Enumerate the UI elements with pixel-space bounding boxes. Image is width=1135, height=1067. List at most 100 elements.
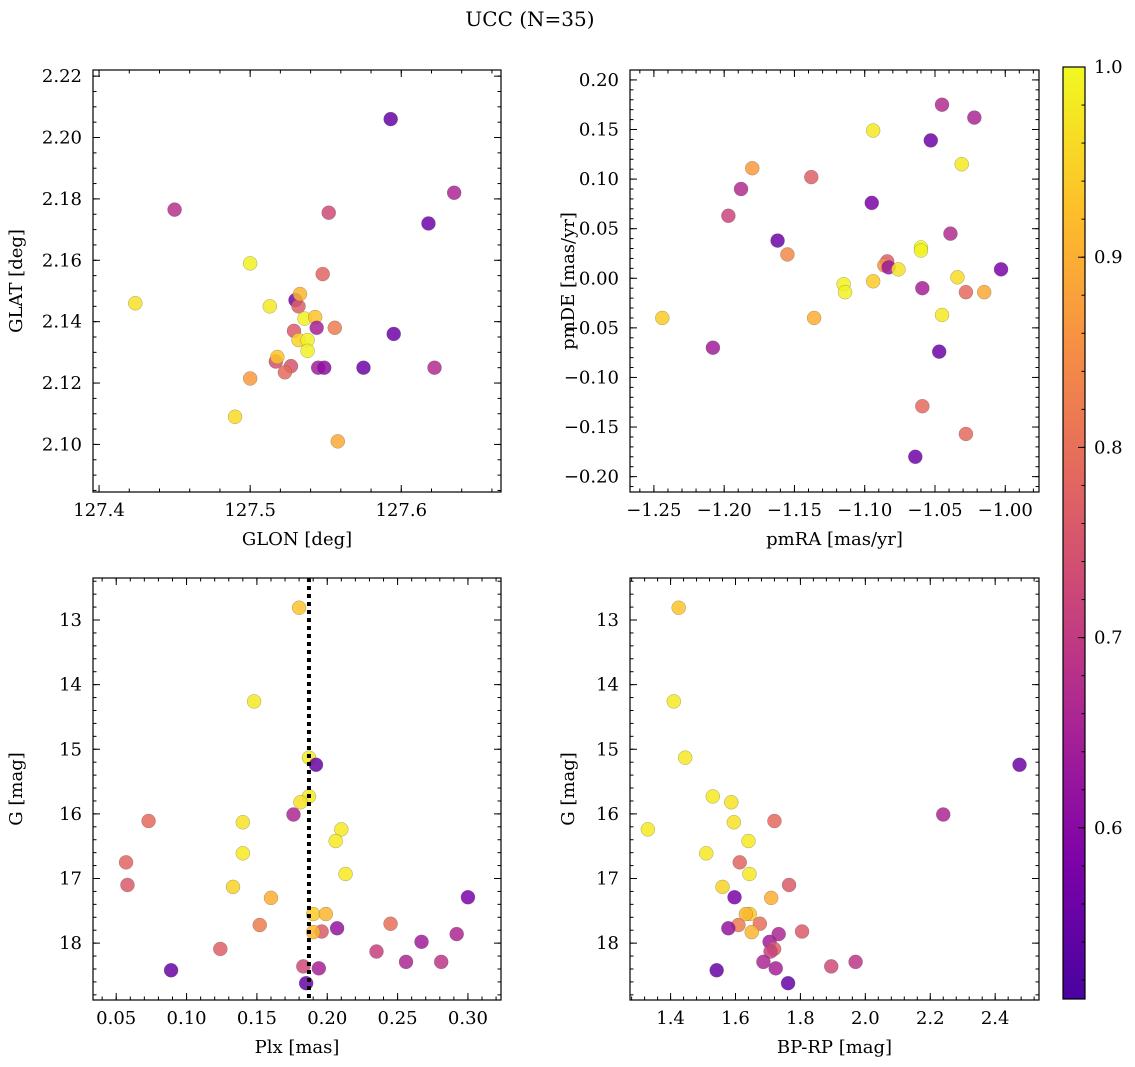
colorbar-tick-label: 0.7 xyxy=(1094,628,1123,649)
data-point xyxy=(804,169,819,185)
data-point xyxy=(291,299,306,314)
axes-frame xyxy=(629,577,1040,1001)
data-point xyxy=(865,123,881,138)
y-tick-label: 2.22 xyxy=(42,66,82,87)
data-point xyxy=(369,944,384,959)
y-tick-label: 14 xyxy=(59,675,82,696)
x-tick-label: 0.05 xyxy=(96,1008,136,1029)
data-point xyxy=(666,694,682,709)
data-point xyxy=(398,954,414,970)
x-tick-label: 0.15 xyxy=(237,1008,277,1029)
data-point xyxy=(976,284,992,300)
y-tick-label: 2.18 xyxy=(42,189,82,210)
x-tick-label: −1.20 xyxy=(697,500,752,521)
data-point xyxy=(291,600,307,615)
data-point xyxy=(327,320,343,336)
data-point xyxy=(315,266,330,282)
colorbar-gradient xyxy=(1063,67,1085,999)
data-point xyxy=(421,216,436,231)
axes-frame xyxy=(629,69,1040,493)
data-point xyxy=(386,326,401,342)
data-point xyxy=(958,284,974,300)
y-tick-label: 0.00 xyxy=(579,268,619,289)
data-point xyxy=(460,890,476,905)
y-tick-label: 18 xyxy=(596,933,619,954)
ticks-pm xyxy=(630,69,1039,492)
data-point xyxy=(763,944,778,959)
data-point xyxy=(848,954,863,970)
y-tick-label: 17 xyxy=(596,869,619,890)
data-point xyxy=(298,975,314,991)
x-tick-label: 0.25 xyxy=(378,1008,418,1029)
points-cmd xyxy=(640,600,1027,991)
y-tick-label: 2.10 xyxy=(42,434,82,455)
data-point xyxy=(449,926,464,942)
data-point xyxy=(721,921,736,936)
y-tick-label: −0.20 xyxy=(564,467,619,488)
data-point xyxy=(770,233,785,248)
data-point xyxy=(328,833,343,849)
x-tick-label: −1.00 xyxy=(978,500,1033,521)
data-point xyxy=(865,274,881,289)
data-point xyxy=(318,906,334,922)
data-point xyxy=(263,890,279,906)
panel-plx: 0.05 0.10 0.15 0.20 0.25 0.30 13 14 15 16 17 18 Plx … xyxy=(6,577,502,1058)
x-tick-label: 1.4 xyxy=(656,1008,685,1029)
y-axis-label: GLAT [deg] xyxy=(6,229,27,333)
data-point xyxy=(954,156,969,172)
y-tick-label: 14 xyxy=(596,675,619,696)
y-tick-label: 0.05 xyxy=(579,219,619,240)
data-point xyxy=(334,822,349,837)
data-point xyxy=(891,262,906,277)
data-point xyxy=(163,963,179,978)
data-point xyxy=(705,340,721,355)
data-point xyxy=(246,694,262,709)
data-point xyxy=(225,879,241,895)
data-point xyxy=(1012,757,1027,773)
x-tick-label: 1.8 xyxy=(786,1008,815,1029)
data-point xyxy=(727,890,742,905)
y-tick-label: 2.12 xyxy=(42,373,82,394)
data-point xyxy=(356,360,371,375)
data-point xyxy=(330,434,346,449)
data-point xyxy=(677,750,693,765)
y-tick-label: 0.15 xyxy=(579,120,619,141)
data-point xyxy=(167,202,182,217)
y-tick-label: 2.16 xyxy=(42,250,82,271)
panel-sky: 127.4 127.5 127.6 2.10 2.12 2.14 2.16 2.18 2.20 2… xyxy=(6,66,502,550)
data-point xyxy=(705,789,721,804)
data-point xyxy=(934,307,950,323)
data-point xyxy=(915,280,930,296)
data-point xyxy=(293,795,308,810)
data-point xyxy=(741,833,756,849)
axes-frame xyxy=(92,577,502,1001)
data-point xyxy=(316,360,332,375)
data-point xyxy=(913,243,929,258)
data-point xyxy=(427,360,442,375)
colorbar-tick-label: 0.6 xyxy=(1094,818,1123,839)
data-point xyxy=(934,97,950,112)
data-point xyxy=(908,449,923,465)
x-tick-label: 1.6 xyxy=(721,1008,750,1029)
data-point xyxy=(967,110,982,125)
data-point xyxy=(864,195,879,211)
x-tick-label: 0.30 xyxy=(448,1008,488,1029)
data-point xyxy=(120,877,135,893)
data-point xyxy=(242,256,258,271)
data-point xyxy=(270,349,285,365)
x-tick-label: 2.0 xyxy=(851,1008,880,1029)
data-point xyxy=(745,160,760,176)
data-point xyxy=(767,813,782,829)
data-point xyxy=(768,961,783,976)
data-point xyxy=(655,310,670,326)
data-point xyxy=(780,247,795,262)
colorbar-frame xyxy=(1062,66,1086,1000)
colorbar-tick-label: 0.9 xyxy=(1094,247,1123,268)
data-point xyxy=(321,205,336,220)
data-point xyxy=(640,822,656,837)
data-point xyxy=(309,320,324,336)
data-point xyxy=(943,226,958,241)
x-tick-label: 127.6 xyxy=(376,500,428,521)
x-tick-label: −1.25 xyxy=(626,500,681,521)
